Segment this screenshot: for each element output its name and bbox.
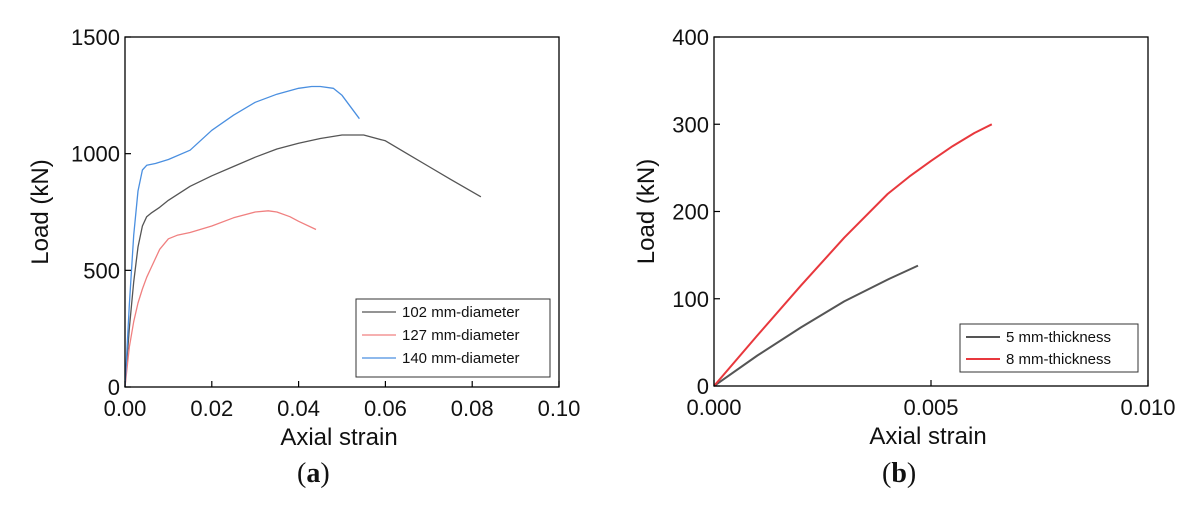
plot-frame <box>124 36 560 388</box>
series-line-1 <box>713 264 919 387</box>
legend-label: 8 mm-thickness <box>1006 351 1111 368</box>
panel-caption: (a) <box>297 458 330 489</box>
x-tick-label: 0.00 <box>104 396 147 421</box>
x-tick-label: 0.08 <box>451 396 494 421</box>
legend-box <box>959 323 1139 373</box>
y-tick-label: 200 <box>672 200 709 225</box>
series-line-2 <box>713 123 993 387</box>
panel-a: 0.00 0.02 0.04 0.06 0.08 0.10 0 500 1000 1500 Axia… <box>27 25 580 489</box>
series-line-2 <box>124 210 317 388</box>
y-tick-label: 500 <box>83 258 120 283</box>
x-tick-label: 0.02 <box>190 396 233 421</box>
y-tick-label: 1500 <box>71 25 120 50</box>
legend-label: 140 mm-diameter <box>402 350 520 367</box>
x-tick-label: 0.005 <box>903 395 958 420</box>
y-tick-label: 100 <box>672 287 709 312</box>
legend-label: 5 mm-thickness <box>1006 329 1111 346</box>
x-tick-label: 0.010 <box>1120 395 1175 420</box>
y-tick-label: 1000 <box>71 142 120 167</box>
y-tick-label: 0 <box>108 375 120 400</box>
x-tick-label: 0.000 <box>686 395 741 420</box>
x-tick-label: 0.10 <box>538 396 581 421</box>
panel-b: 0.000 0.005 0.010 0 100 200 300 400 Axial strain… <box>633 25 1176 489</box>
series-line-1 <box>124 134 482 388</box>
legend-label: 127 mm-diameter <box>402 327 520 344</box>
x-tick-label: 0.06 <box>364 396 407 421</box>
series-line-3 <box>124 85 360 388</box>
panel-caption: (b) <box>882 458 916 489</box>
x-tick-label: 0.04 <box>277 396 320 421</box>
x-axis-title: Axial strain <box>869 423 986 450</box>
y-axis-title: Load (kN) <box>27 159 54 264</box>
x-axis-title: Axial strain <box>280 424 397 451</box>
y-tick-label: 0 <box>697 374 709 399</box>
legend-label: 102 mm-diameter <box>402 304 520 321</box>
y-axis-title: Load (kN) <box>633 159 660 264</box>
y-tick-label: 300 <box>672 112 709 137</box>
y-tick-label: 400 <box>672 25 709 50</box>
